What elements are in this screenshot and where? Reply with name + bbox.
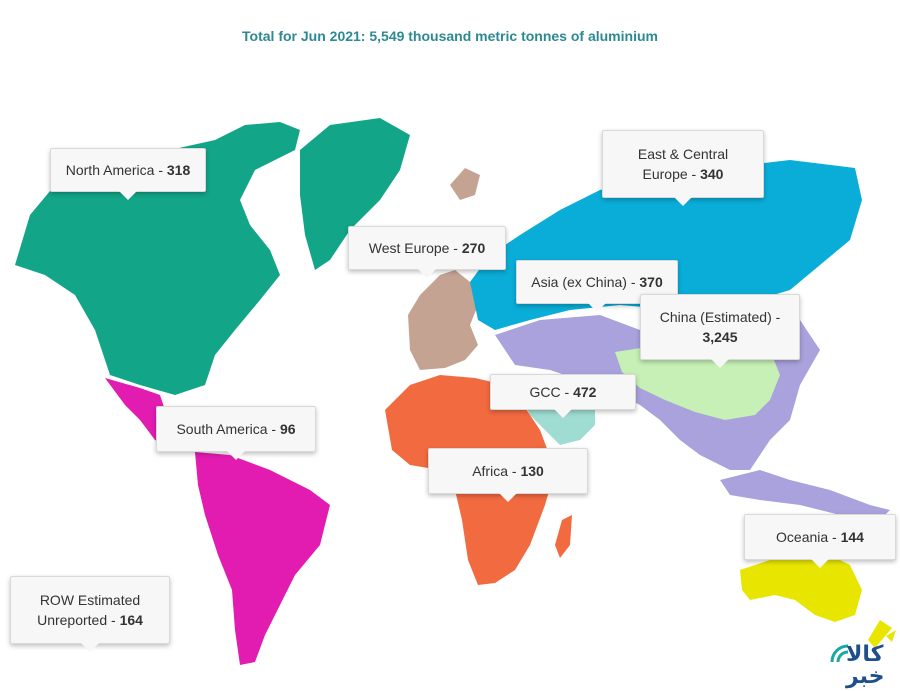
map-title: Total for Jun 2021: 5,549 thousand metri… — [242, 28, 658, 44]
label-row-estimated-unreported: ROW Estimated Unreported - 164 — [10, 576, 170, 652]
region-madagascar[interactable] — [555, 515, 572, 558]
region-west-europe[interactable] — [408, 270, 478, 370]
label-china: China (Estimated) -3,245 — [640, 294, 800, 368]
region-scandinavia[interactable] — [450, 168, 480, 200]
region-central-america[interactable] — [105, 378, 170, 448]
region-oceania[interactable] — [740, 555, 862, 622]
label-north-america: North America - 318 — [50, 148, 206, 200]
region-new-zealand[interactable] — [868, 620, 892, 648]
label-west-europe: West Europe - 270 — [348, 226, 506, 278]
label-gcc: GCC - 472 — [490, 374, 636, 418]
logo-text: کالا خبر — [846, 642, 885, 689]
label-africa: Africa - 130 — [428, 448, 588, 502]
label-asia-ex-china: Asia (ex China) - 370 — [516, 260, 678, 312]
region-south-america[interactable] — [195, 452, 330, 665]
label-east-central-europe: East & Central Europe - 340 — [602, 130, 764, 206]
label-oceania: Oceania - 144 — [744, 514, 896, 568]
region-greenland[interactable] — [300, 118, 410, 270]
label-south-america: South America - 96 — [156, 406, 316, 460]
logo-icon — [830, 630, 896, 663]
region-southeast-asia[interactable] — [720, 470, 890, 520]
